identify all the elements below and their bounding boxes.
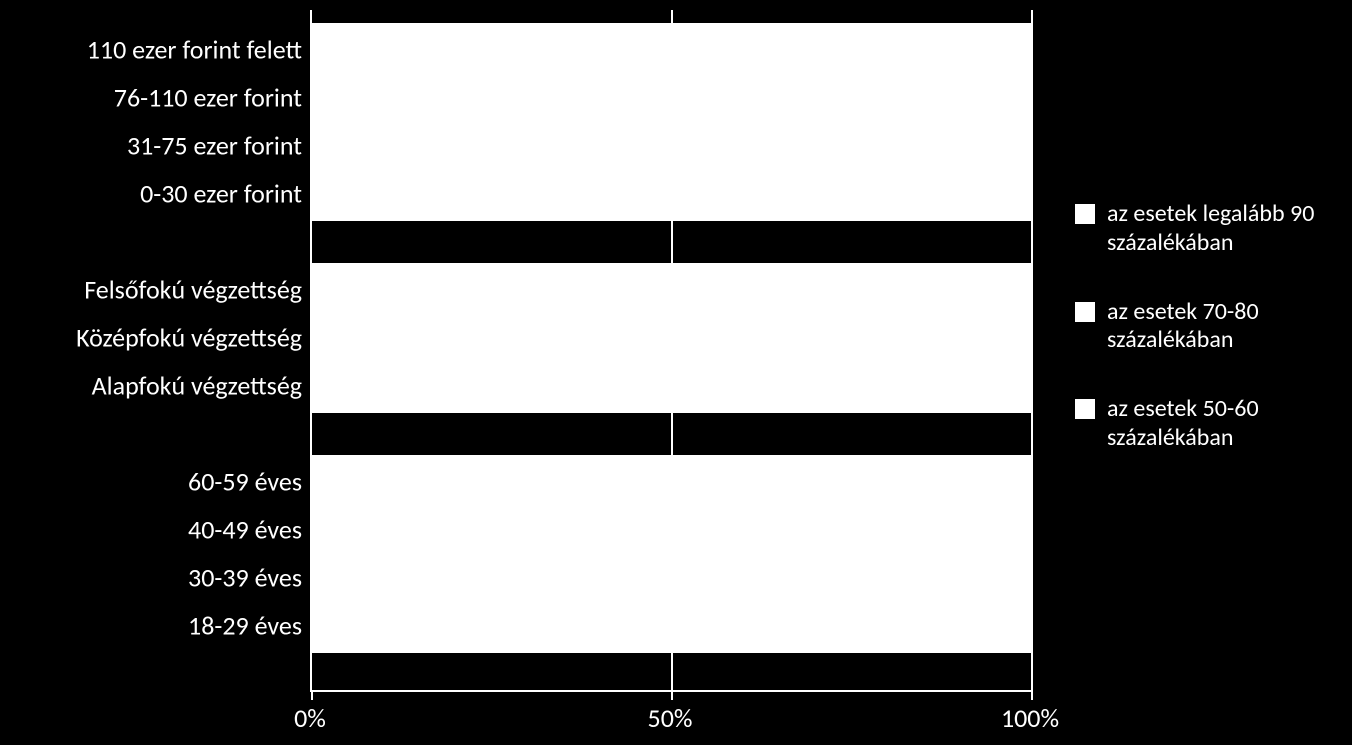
plot-area — [310, 10, 1032, 692]
x-tick — [1031, 690, 1033, 700]
bar-group — [312, 71, 1032, 125]
bar-group — [312, 551, 1032, 605]
bar-segment — [312, 263, 1032, 281]
legend: az esetek legalább 90 százalékában az ese… — [1075, 200, 1335, 493]
bar-segment — [312, 521, 1032, 539]
y-tick-label: 110 ezer forint felett — [2, 36, 302, 65]
bar-segment — [312, 89, 1032, 107]
x-tick-label: 100% — [1001, 702, 1059, 734]
bar-segment — [312, 41, 1032, 59]
y-tick-label: 18-29 éves — [2, 612, 302, 641]
y-tick-label: 0-30 ezer forint — [2, 180, 302, 209]
stacked-bar-chart: 0% 50% 100% 110 ezer forint felett 76-110 e… — [0, 0, 1352, 745]
x-tick-label: 50% — [648, 702, 693, 734]
bar-segment — [312, 395, 1032, 413]
legend-item: az esetek 70-80 százalékában — [1075, 298, 1335, 356]
bar-segment — [312, 359, 1032, 377]
bar-segment — [312, 203, 1032, 221]
bar-segment — [312, 167, 1032, 185]
bar-segment — [312, 617, 1032, 635]
legend-label: az esetek 70-80 százalékában — [1107, 298, 1335, 356]
legend-swatch — [1075, 302, 1095, 322]
legend-item: az esetek 50-60 százalékában — [1075, 395, 1335, 453]
bar-group — [312, 311, 1032, 365]
bar-segment — [312, 551, 1032, 569]
bar-segment — [312, 599, 1032, 617]
bar-segment — [312, 119, 1032, 137]
y-tick-label: 31-75 ezer forint — [2, 132, 302, 161]
y-tick-label: 60-59 éves — [2, 468, 302, 497]
bar-segment — [312, 185, 1032, 203]
y-tick-label: 30-39 éves — [2, 564, 302, 593]
legend-item: az esetek legalább 90 százalékában — [1075, 200, 1335, 258]
y-tick-label: Középfokú végzettség — [2, 324, 302, 353]
legend-label: az esetek legalább 90 százalékában — [1107, 200, 1335, 258]
y-tick-label: Alapfokú végzettség — [2, 372, 302, 401]
y-tick-label: 40-49 éves — [2, 516, 302, 545]
bar-group — [312, 167, 1032, 221]
bar-segment — [312, 329, 1032, 347]
bar-group — [312, 599, 1032, 653]
bar-group — [312, 263, 1032, 317]
bar-group — [312, 23, 1032, 77]
x-tick — [311, 690, 313, 700]
bar-segment — [312, 311, 1032, 329]
bar-group — [312, 455, 1032, 509]
legend-swatch — [1075, 399, 1095, 419]
x-tick-label: 0% — [294, 702, 326, 734]
bar-group — [312, 119, 1032, 173]
bar-segment — [312, 635, 1032, 653]
bar-segment — [312, 71, 1032, 89]
bar-segment — [312, 455, 1032, 473]
bar-segment — [312, 281, 1032, 299]
bar-segment — [312, 503, 1032, 521]
legend-label: az esetek 50-60 százalékában — [1107, 395, 1335, 453]
y-tick-label: 76-110 ezer forint — [2, 84, 302, 113]
bar-segment — [312, 377, 1032, 395]
x-tick — [671, 690, 673, 700]
bar-group — [312, 359, 1032, 413]
legend-swatch — [1075, 204, 1095, 224]
bar-segment — [312, 23, 1032, 41]
y-tick-label: Felsőfokú végzettség — [2, 276, 302, 305]
bar-segment — [312, 473, 1032, 491]
bar-segment — [312, 569, 1032, 587]
bar-group — [312, 503, 1032, 557]
bar-segment — [312, 137, 1032, 155]
